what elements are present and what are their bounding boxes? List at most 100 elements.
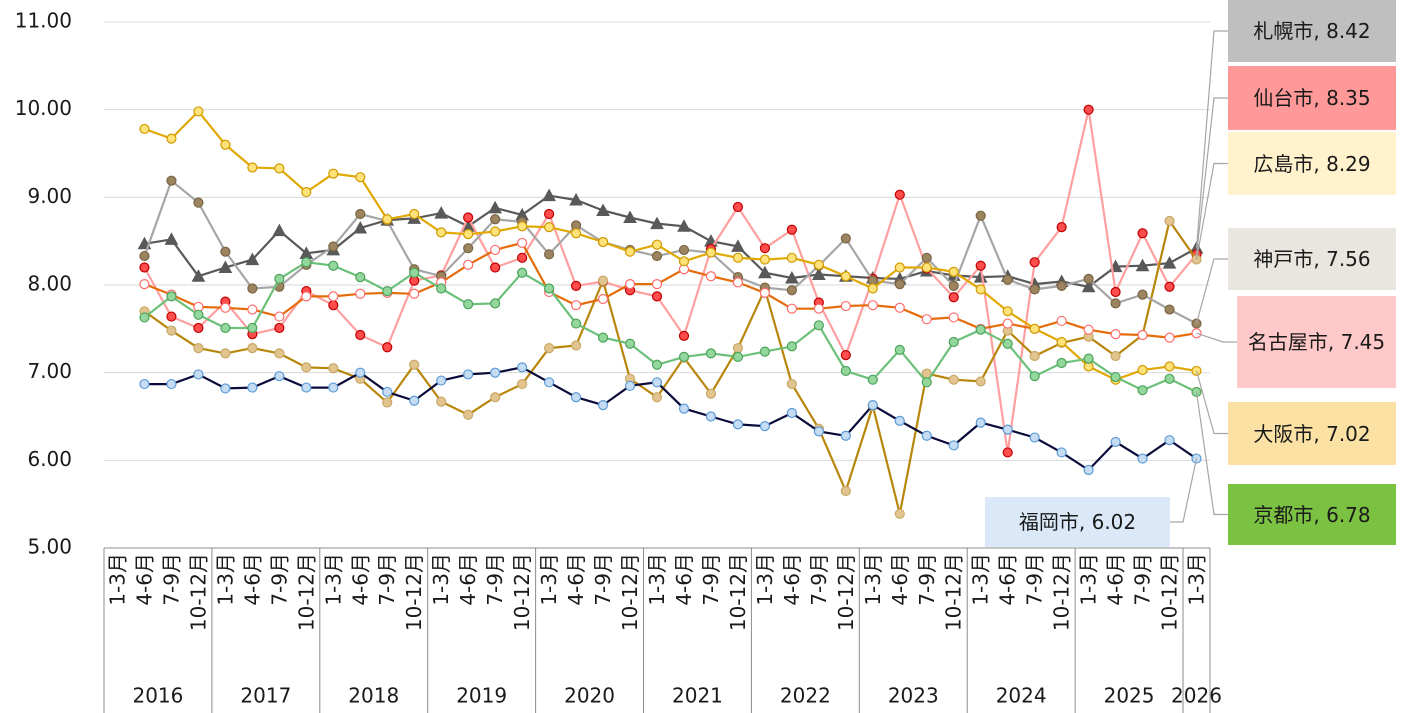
data-point — [1002, 447, 1013, 458]
data-point — [921, 314, 932, 325]
data-point — [705, 388, 717, 399]
data-callout: 仙台市, 8.35 — [1228, 66, 1396, 130]
data-point — [678, 351, 690, 362]
x-tick-label: 10-12月 — [726, 553, 750, 631]
data-point — [597, 332, 609, 343]
data-point — [193, 322, 204, 334]
data-point — [948, 266, 959, 277]
data-point — [166, 311, 177, 322]
data-point — [328, 241, 339, 252]
data-point — [1029, 257, 1040, 268]
data-point — [328, 382, 339, 393]
data-point — [1164, 361, 1175, 372]
x-tick-label: 4-6月 — [564, 553, 588, 606]
data-point — [651, 250, 663, 262]
data-point — [570, 392, 582, 403]
data-point — [139, 123, 150, 135]
data-point — [245, 252, 260, 266]
data-point — [274, 163, 285, 174]
leader-line — [1195, 258, 1228, 324]
leader-line — [1196, 332, 1237, 343]
data-point — [139, 378, 150, 390]
x-tick-label: 1-3月 — [537, 553, 561, 606]
data-point — [975, 417, 986, 428]
data-point — [623, 210, 637, 223]
data-point — [542, 188, 556, 202]
data-point — [1029, 323, 1040, 334]
data-point — [382, 386, 393, 398]
data-point — [894, 415, 905, 426]
data-point — [1137, 228, 1148, 239]
data-point — [975, 284, 986, 295]
data-point — [517, 267, 528, 278]
data-point — [1002, 274, 1013, 285]
leader-line — [1195, 97, 1228, 255]
data-point — [463, 299, 474, 310]
data-point — [301, 362, 312, 373]
data-point — [596, 203, 610, 216]
data-point — [463, 229, 474, 240]
data-point — [247, 304, 258, 315]
data-point — [409, 395, 420, 406]
data-point — [570, 340, 582, 351]
data-point — [1056, 315, 1067, 327]
series — [139, 257, 1202, 398]
x-group-label: 2018 — [348, 684, 399, 708]
data-point — [597, 293, 609, 305]
data-point — [409, 267, 420, 278]
data-point — [840, 233, 851, 244]
series-line — [144, 366, 1198, 472]
series-line — [143, 261, 1197, 393]
x-tick-label: 10-12月 — [402, 553, 426, 631]
data-point — [166, 175, 177, 186]
data-point — [490, 262, 501, 273]
leader-line — [1195, 162, 1228, 260]
x-tick-label: 1-3月 — [213, 553, 237, 606]
data-point — [678, 256, 690, 267]
series-line — [144, 241, 1197, 339]
data-point — [220, 302, 231, 313]
data-point — [732, 201, 744, 213]
data-point — [678, 403, 690, 414]
data-point — [624, 279, 636, 290]
data-point — [247, 283, 258, 294]
data-point — [543, 343, 555, 354]
data-point — [894, 302, 905, 313]
data-callout: 札幌市, 8.42 — [1228, 0, 1396, 62]
data-point — [650, 216, 664, 230]
data-point — [921, 252, 932, 263]
data-callout: 神戸市, 7.56 — [1228, 228, 1396, 290]
x-tick-label: 4-6月 — [888, 553, 912, 606]
data-point — [409, 288, 420, 299]
data-point — [867, 283, 878, 294]
data-point — [894, 262, 905, 273]
data-point — [705, 411, 717, 422]
data-point — [813, 426, 824, 437]
data-point — [1110, 436, 1121, 448]
x-group-label: 2024 — [996, 684, 1047, 708]
data-point — [1164, 332, 1175, 343]
series-line — [144, 194, 1198, 288]
data-point — [1110, 298, 1121, 309]
data-point — [759, 287, 771, 298]
data-point — [758, 265, 772, 279]
data-point — [1164, 304, 1175, 315]
data-point — [301, 382, 312, 393]
data-point — [651, 291, 663, 302]
x-tick-label: 10-12月 — [834, 553, 858, 631]
x-tick-label: 7-9月 — [699, 553, 723, 606]
x-tick-label: 1-3月 — [969, 553, 993, 606]
data-point — [1002, 318, 1013, 329]
data-point — [1137, 364, 1148, 376]
data-point — [840, 485, 851, 497]
data-point — [705, 247, 717, 258]
data-point — [867, 300, 878, 311]
data-point — [759, 421, 771, 432]
data-point — [624, 338, 636, 349]
series — [139, 104, 1202, 458]
data-point — [139, 262, 150, 273]
x-tick-label: 1-3月 — [645, 553, 669, 606]
data-point — [597, 400, 609, 411]
data-point — [139, 312, 150, 323]
